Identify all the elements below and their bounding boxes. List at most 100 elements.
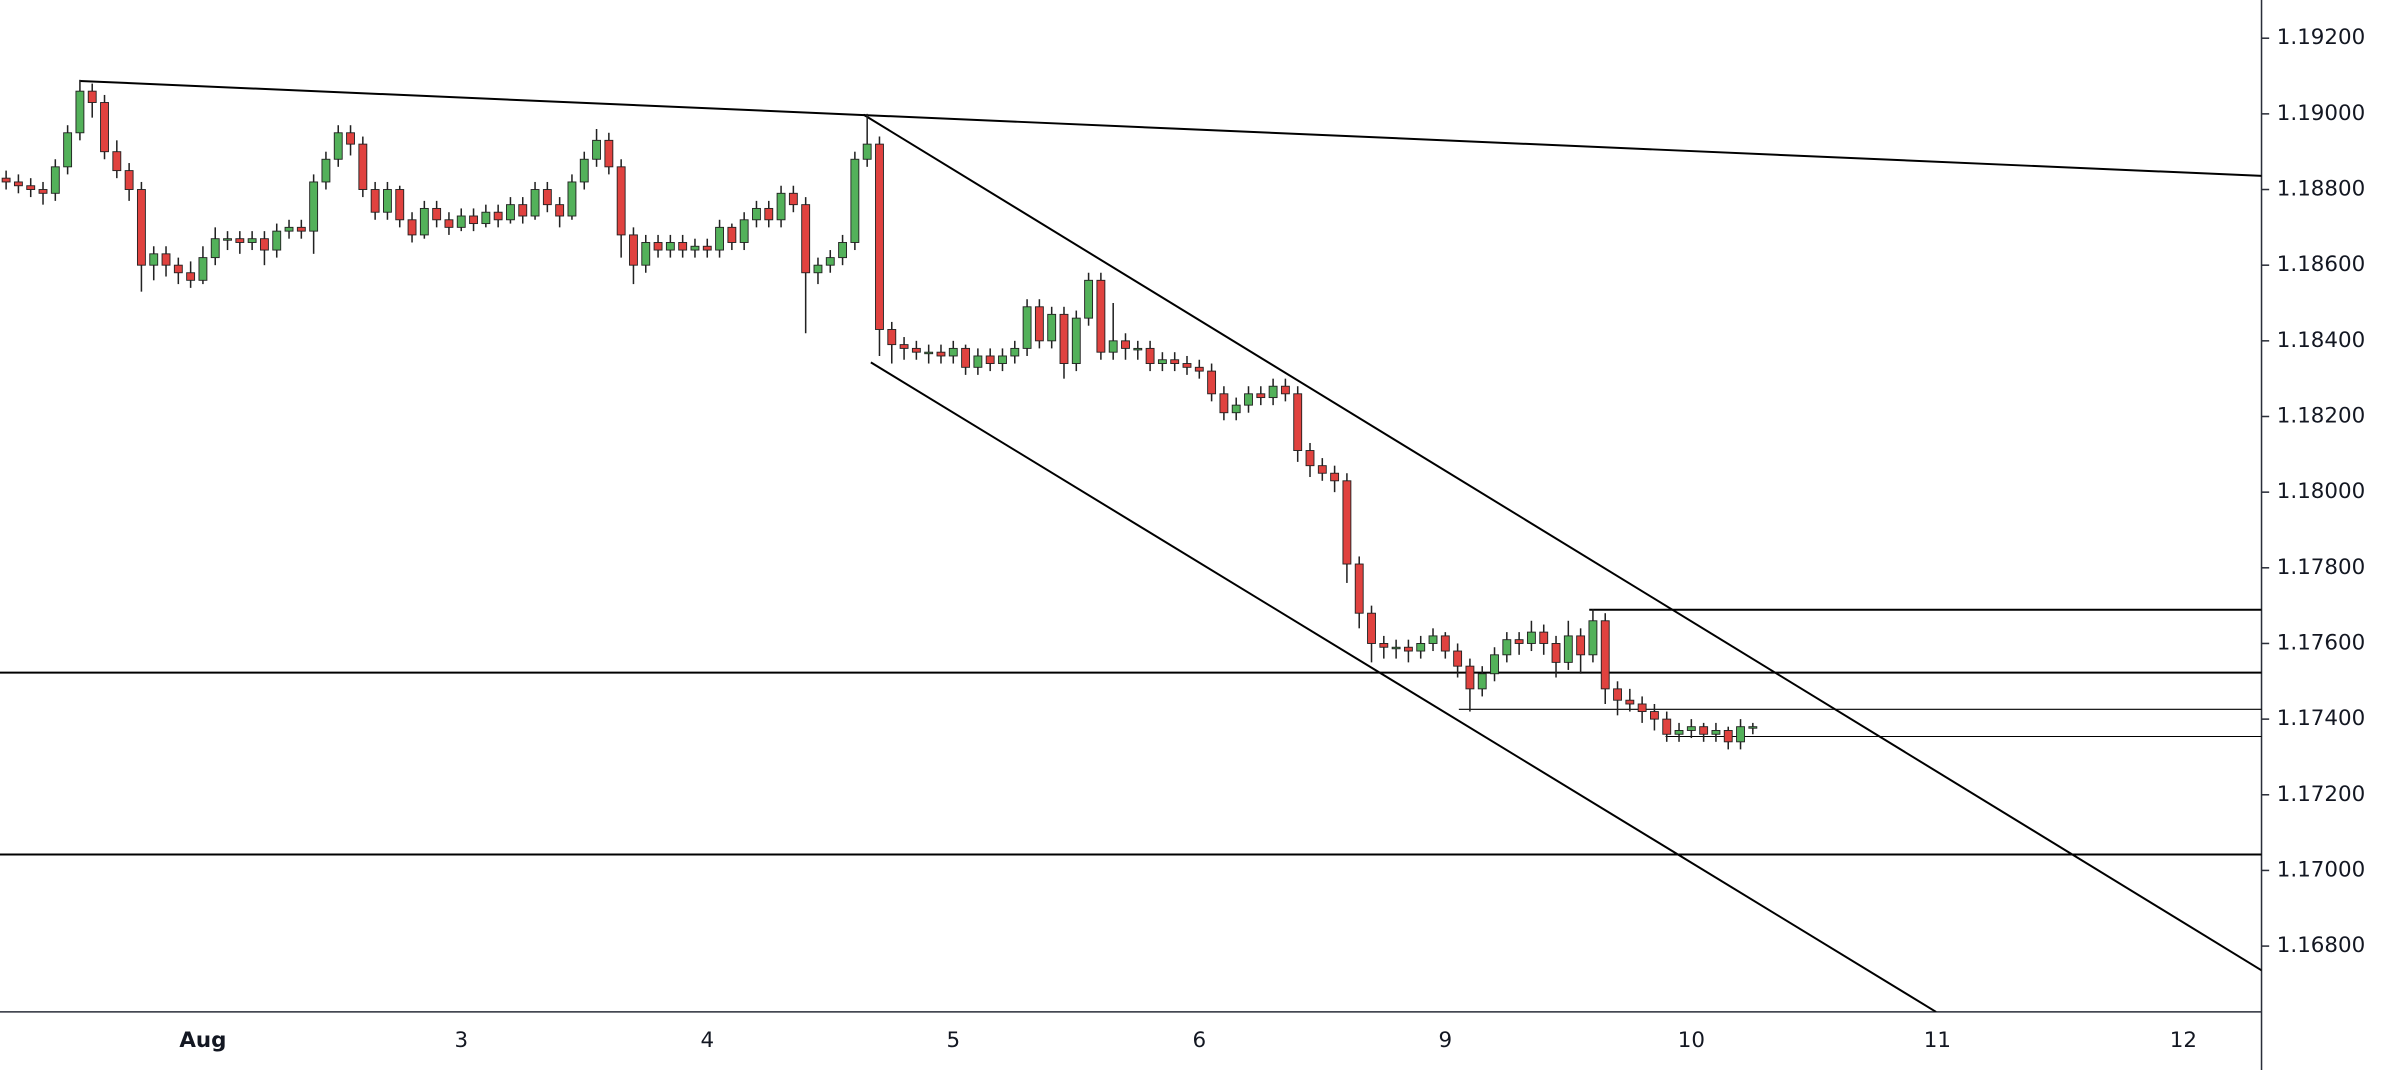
trend-line [79,79,2262,177]
candle-body [813,264,823,274]
candle-body [383,189,392,213]
candle-body [838,242,848,259]
candle-body [1121,340,1130,349]
candle-body [702,245,712,251]
candle-body [1194,366,1204,372]
y-tick-label: 1.18200 [2277,403,2365,428]
candle-body [136,189,146,266]
candle-body [998,355,1007,364]
candle-body [1244,393,1253,406]
candle-body [1699,726,1709,735]
candle-body [875,143,884,330]
x-tick-label: 12 [2170,1028,2197,1053]
candle-body [333,132,343,160]
candle-body [1,177,11,183]
candle-body [149,253,159,266]
candle-body [1219,393,1229,414]
candle-body [1145,347,1155,364]
candle-body [1280,385,1290,395]
candle-body [284,226,294,232]
candle-body [50,166,60,194]
x-tick-label: 3 [454,1028,468,1053]
candle-body [801,204,811,274]
candle-body [887,329,897,346]
x-tick-label: 11 [1924,1028,1951,1053]
candle-body [1576,635,1586,656]
trend-line [870,361,1937,1012]
trend-line [862,113,2262,972]
candle-body [1440,635,1450,652]
x-tick-label: 6 [1192,1028,1206,1053]
x-tick-label: 10 [1678,1028,1705,1053]
y-tick-label: 1.17200 [2277,782,2365,807]
candle-body [1551,643,1561,663]
candle-body [1465,665,1475,690]
candle-body [764,207,774,221]
candle-body [911,347,921,353]
candle-body [1342,480,1352,565]
candle-body [309,181,319,232]
candle-body [1453,650,1463,667]
candle-body [690,245,700,251]
candle-body [1403,646,1413,652]
candle-body [1096,279,1106,353]
candle-body [1490,654,1499,675]
candle-body [186,272,196,281]
candle-body [825,257,835,266]
candle-body [444,219,454,228]
candle-body [1084,279,1094,319]
candle-body [1539,631,1549,644]
candle-body [1379,643,1389,648]
candle-body [1182,363,1192,368]
candle-body [210,238,220,259]
candle-body [948,347,958,357]
y-tick-label: 1.17600 [2277,630,2365,655]
y-tick-label: 1.17000 [2277,857,2365,882]
candle-body [13,181,23,187]
candle-body [63,132,73,168]
candle-body [1108,340,1118,353]
candle-body [1059,313,1069,364]
candle-body [542,189,552,206]
candle-body [272,230,282,251]
candle-body [198,257,208,281]
candle-body [1588,620,1598,656]
candle-body [1047,313,1057,342]
candle-body [223,238,232,241]
candle-body [961,347,971,368]
candle-body [1477,673,1487,690]
candle-body [739,219,749,243]
candle-body [346,132,355,145]
candle-body [1723,730,1733,743]
candle-body [1563,635,1573,663]
candle-body [899,344,909,349]
candle-body [1034,306,1044,342]
candle-body [1650,711,1659,720]
candle-body [850,158,860,243]
candle-body [124,170,134,190]
candle-body [1428,635,1438,644]
candle-body [1157,359,1167,364]
candle-body [38,189,48,194]
candle-body [530,189,540,217]
candle-body [173,264,183,274]
candle-body [1170,359,1180,364]
candle-body [1502,639,1512,656]
candle-body [616,166,626,236]
candle-body [592,139,601,160]
candle-body [727,226,737,243]
candle-body [1391,646,1401,650]
candle-body [1231,404,1241,414]
candle-body [407,219,417,236]
candle-body [604,139,614,168]
candle-body [665,242,675,251]
candle-body [1071,317,1081,364]
x-tick-label: Aug [179,1028,226,1053]
candle-body [1317,465,1327,474]
candle-body [555,204,565,217]
candle-body [1022,306,1032,349]
candle-body [395,189,405,221]
candle-body [26,185,36,190]
candle-body [518,204,528,217]
candle-body [1625,699,1635,705]
